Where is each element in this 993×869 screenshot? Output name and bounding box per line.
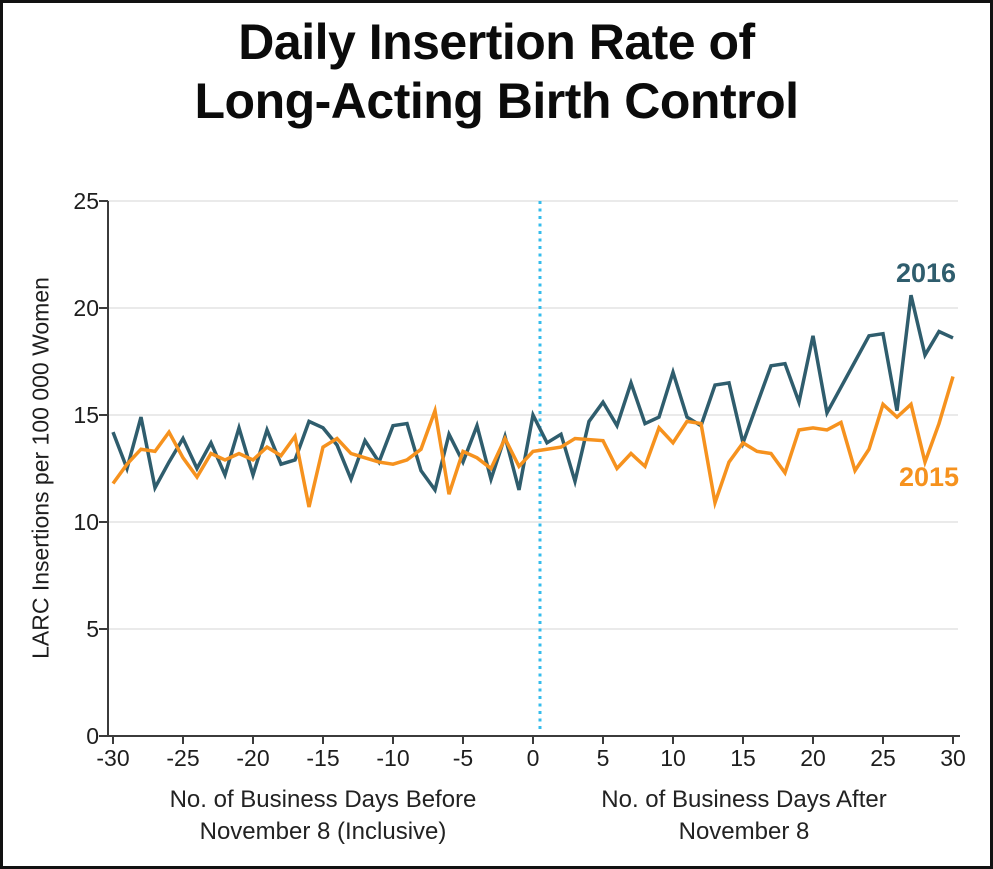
y-tick-label: 10 xyxy=(73,509,99,535)
chart-title-line1: Daily Insertion Rate of xyxy=(238,14,755,70)
x-tick-label: -25 xyxy=(166,745,200,771)
x-axis-label-after: No. of Business Days After November 8 xyxy=(601,784,886,848)
y-tick-label: 5 xyxy=(86,616,99,642)
x-tick-label: -10 xyxy=(376,745,410,771)
x-tick-label: 20 xyxy=(800,745,826,771)
series-label-2015: 2015 xyxy=(899,462,960,492)
series-2015-line xyxy=(111,375,955,510)
x-axis-label-after-line2: November 8 xyxy=(678,818,810,845)
x-tick-label: -15 xyxy=(306,745,340,771)
x-axis-label-before-line2: November 8 (Inclusive) xyxy=(199,818,447,845)
chart-title: Daily Insertion Rate of Long-Acting Birt… xyxy=(3,13,990,131)
y-axis-label: LARC Insertions per 100 000 Women xyxy=(27,277,54,659)
x-tick-label: 15 xyxy=(730,745,756,771)
chart-title-line2: Long-Acting Birth Control xyxy=(194,73,799,129)
x-tick-label: -5 xyxy=(452,745,474,771)
series-2016-line xyxy=(111,294,954,494)
x-tick-label: -30 xyxy=(96,745,130,771)
y-tick-label: 15 xyxy=(73,402,99,428)
x-tick-label: 0 xyxy=(526,745,540,771)
y-tick-label: 0 xyxy=(86,723,99,749)
x-tick-label: 25 xyxy=(870,745,896,771)
y-tick-label: 20 xyxy=(73,295,99,321)
x-tick-label: 10 xyxy=(660,745,686,771)
series-label-2016: 2016 xyxy=(896,258,957,288)
x-axis-label-before: No. of Business Days Before November 8 (… xyxy=(170,784,477,848)
x-axis-label-after-line1: No. of Business Days After xyxy=(601,786,887,813)
x-tick-label: 5 xyxy=(596,745,610,771)
plot-svg xyxy=(99,200,960,744)
x-tick-label: -20 xyxy=(236,745,270,771)
x-tick-label: 30 xyxy=(940,745,966,771)
y-tick-label: 25 xyxy=(73,188,99,214)
x-axis-label-before-line1: No. of Business Days Before xyxy=(169,786,477,813)
